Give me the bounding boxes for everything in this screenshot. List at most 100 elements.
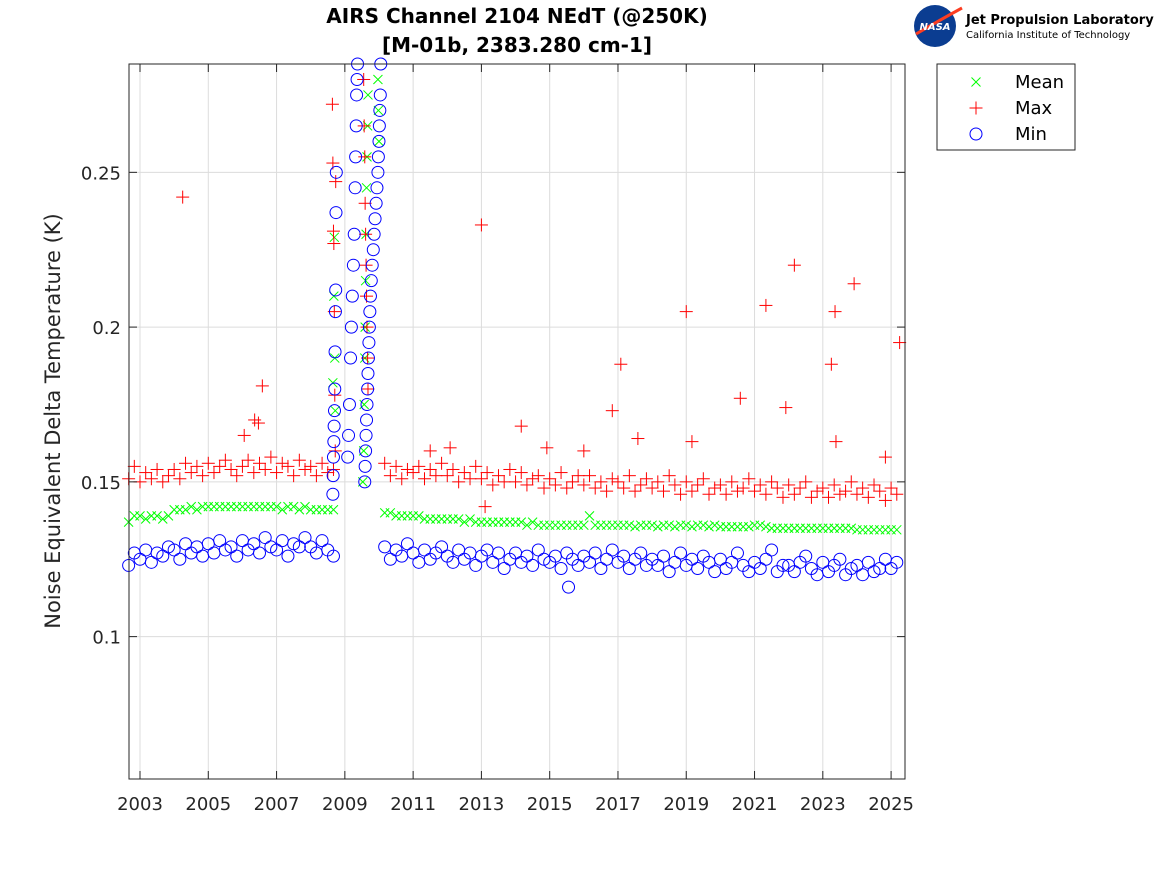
min-point bbox=[328, 305, 342, 319]
jpl-subtitle: California Institute of Technology bbox=[966, 30, 1130, 41]
max-point bbox=[622, 469, 636, 483]
max-point bbox=[878, 493, 892, 507]
mean-point bbox=[294, 504, 305, 515]
max-point bbox=[577, 478, 591, 492]
max-point bbox=[179, 456, 193, 470]
mean-point bbox=[363, 90, 373, 100]
min-point bbox=[799, 549, 813, 563]
mean-point bbox=[704, 521, 714, 532]
min-point bbox=[605, 543, 619, 557]
mean-point bbox=[453, 514, 464, 524]
x-tick-label: 2005 bbox=[185, 794, 231, 815]
min-point bbox=[258, 531, 272, 545]
grid bbox=[129, 64, 905, 779]
max-point bbox=[378, 456, 392, 470]
mean-point bbox=[630, 521, 640, 532]
max-point bbox=[389, 459, 403, 473]
max-point bbox=[275, 456, 289, 470]
min-point bbox=[327, 404, 341, 418]
min-point bbox=[368, 212, 382, 226]
max-point bbox=[540, 441, 554, 455]
min-point bbox=[383, 552, 397, 566]
min-point bbox=[622, 562, 636, 576]
y-axis-label: Noise Equivalent Delta Temperature (K) bbox=[41, 213, 65, 629]
max-point bbox=[514, 466, 528, 480]
max-point bbox=[824, 357, 838, 371]
max-point bbox=[443, 441, 457, 455]
min-point bbox=[400, 537, 414, 551]
mean-point bbox=[135, 511, 145, 521]
min-point bbox=[270, 543, 284, 557]
max-point bbox=[668, 478, 682, 492]
min-point bbox=[765, 543, 779, 557]
x-tick-label: 2019 bbox=[663, 794, 709, 815]
max-point bbox=[514, 419, 528, 433]
mean-point bbox=[186, 501, 197, 512]
min-point bbox=[367, 227, 381, 241]
max-point bbox=[176, 190, 190, 204]
min-point bbox=[224, 540, 238, 554]
max-point bbox=[628, 484, 642, 498]
plot-frame bbox=[128, 63, 906, 780]
mean-point bbox=[755, 520, 766, 531]
max-point bbox=[713, 478, 727, 492]
mean-point bbox=[413, 511, 424, 521]
max-point bbox=[156, 475, 170, 489]
jpl-name: Jet Propulsion Laboratory bbox=[965, 13, 1154, 28]
y-tick-label: 0.2 bbox=[92, 318, 121, 339]
max-point bbox=[674, 487, 688, 501]
max-point bbox=[614, 357, 628, 371]
max-point bbox=[839, 484, 853, 498]
max-point bbox=[361, 351, 375, 365]
min-point bbox=[372, 134, 386, 148]
max-point bbox=[435, 456, 449, 470]
min-point bbox=[418, 543, 432, 557]
max-point bbox=[537, 481, 551, 495]
max-point bbox=[719, 487, 733, 501]
min-point bbox=[562, 580, 576, 594]
min-point bbox=[531, 543, 545, 557]
min-point bbox=[275, 534, 289, 548]
min-point bbox=[350, 72, 364, 86]
max-point bbox=[423, 462, 437, 476]
legend-item-max: Max bbox=[969, 98, 1053, 119]
min-point bbox=[359, 428, 373, 442]
max-point bbox=[418, 472, 432, 486]
min-point bbox=[833, 552, 847, 566]
mean-point bbox=[359, 399, 370, 410]
mean-point bbox=[277, 504, 288, 515]
min-point bbox=[281, 549, 295, 563]
min-point bbox=[861, 555, 875, 569]
max-point bbox=[358, 150, 372, 164]
max-point bbox=[833, 487, 847, 501]
min-point bbox=[634, 546, 648, 560]
min-point bbox=[369, 196, 383, 210]
legend-label: Max bbox=[1015, 98, 1053, 119]
max-point bbox=[617, 481, 631, 495]
max-point bbox=[400, 462, 414, 476]
max-point bbox=[247, 466, 261, 480]
max-point bbox=[867, 478, 881, 492]
mean-point bbox=[624, 520, 635, 531]
mean-point bbox=[761, 521, 771, 532]
max-point bbox=[702, 487, 716, 501]
mean-point bbox=[192, 504, 202, 515]
min-point bbox=[360, 397, 374, 411]
min-point bbox=[156, 549, 170, 563]
min-point bbox=[787, 565, 801, 579]
max-point bbox=[656, 484, 670, 498]
max-point bbox=[190, 459, 204, 473]
max-point bbox=[248, 413, 262, 427]
min-point bbox=[344, 351, 358, 365]
max-point bbox=[611, 475, 625, 489]
min-point bbox=[252, 546, 266, 560]
min-point bbox=[179, 537, 193, 551]
max-point bbox=[325, 97, 339, 111]
min-point bbox=[327, 419, 341, 433]
min-point bbox=[366, 243, 380, 257]
max-point bbox=[782, 478, 796, 492]
max-point bbox=[565, 475, 579, 489]
max-point bbox=[315, 456, 329, 470]
max-point bbox=[605, 404, 619, 418]
max-point bbox=[779, 401, 793, 415]
